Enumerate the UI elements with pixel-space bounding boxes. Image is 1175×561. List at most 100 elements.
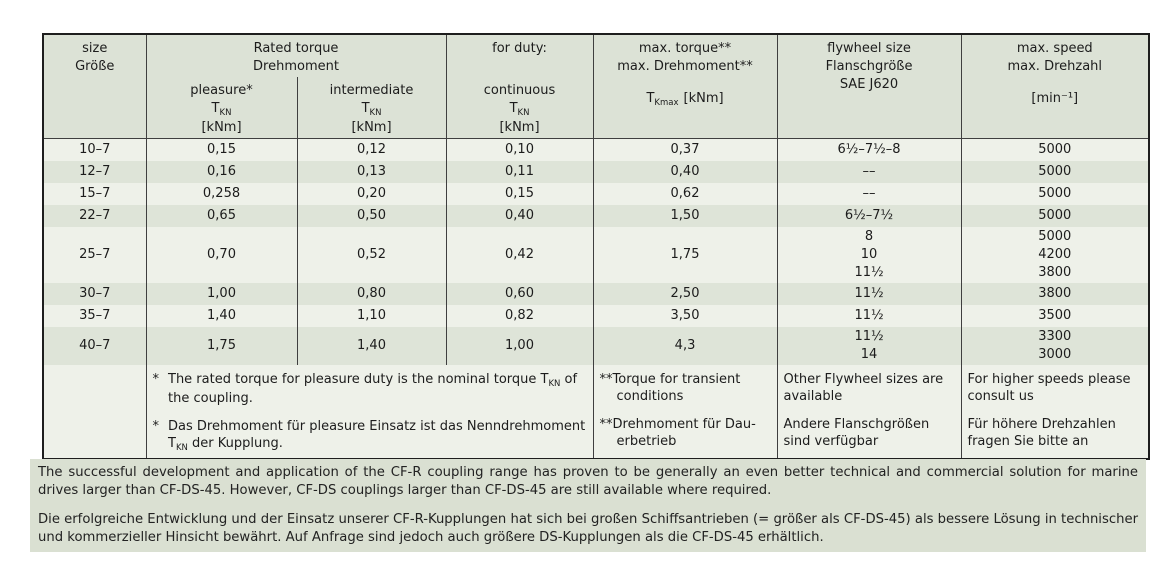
header-pleasure: pleasure* TKN [kNm] xyxy=(145,77,297,139)
cell-max-torque: 0,37 xyxy=(592,138,778,161)
cell-intermediate: 1,40 xyxy=(296,326,447,365)
cell-speed: 5000 xyxy=(960,138,1150,161)
footnote-de: * Das Drehmoment für pleasure Einsatz is… xyxy=(153,418,587,454)
footnotes-row: * The rated torque for pleasure duty is … xyxy=(43,364,1150,459)
cell-max-torque: 0,40 xyxy=(592,160,778,183)
header-max-speed: max. speed max. Drehzahl [min⁻¹] xyxy=(960,34,1150,139)
asterisk-marker: * xyxy=(152,371,160,387)
cell-intermediate: 1,10 xyxy=(296,304,447,327)
cell-pleasure: 0,258 xyxy=(145,182,297,205)
cell-speed: 5000 xyxy=(960,204,1150,227)
footnote-speed-de: Für höhere Drehzahlen fragen Sie bitte a… xyxy=(967,416,1116,449)
cell-pleasure: 0,65 xyxy=(145,204,297,227)
cell-flywheel: 6½–7½–8 xyxy=(776,138,962,161)
footnote-speed-en: For higher speeds please consult us xyxy=(967,371,1131,404)
footnote-de-text: Das Drehmoment für pleasure Einsatz ist … xyxy=(168,418,586,453)
table-row: 15–7 0,258 0,20 0,15 0,62 –– 5000 xyxy=(43,182,1150,205)
cell-max-torque: 0,62 xyxy=(592,182,778,205)
header-max-speed-unit: [min⁻¹] xyxy=(1031,91,1079,106)
cell-size: 22–7 xyxy=(43,204,146,227)
cell-continuous: 0,10 xyxy=(445,138,594,161)
cell-pleasure: 0,15 xyxy=(145,138,297,161)
footnote-en-text: The rated torque for pleasure duty is th… xyxy=(168,371,578,406)
cell-speed: 5000 4200 3800 xyxy=(960,226,1150,283)
cell-intermediate: 0,13 xyxy=(296,160,447,183)
header-max-torque-unit: TKmax [kNm] xyxy=(646,91,724,108)
cell-intermediate: 0,50 xyxy=(296,204,447,227)
coupling-spec-table: size Größe Rated torque Drehmoment for d… xyxy=(42,33,1151,460)
table-row: 35–7 1,40 1,10 0,82 3,50 11½ 3500 xyxy=(43,304,1150,327)
cell-intermediate: 0,12 xyxy=(296,138,447,161)
cell-flywheel: 8 10 11½ xyxy=(776,226,962,283)
footnote-max-torque: **Torque for transient conditions **Dreh… xyxy=(592,364,778,459)
header-max-torque: max. torque** max. Drehmoment** TKmax [kN… xyxy=(592,34,778,139)
cell-pleasure: 0,16 xyxy=(145,160,297,183)
header-for-duty: for duty: xyxy=(445,34,594,77)
header-max-speed-label: max. speed max. Drehzahl xyxy=(1007,41,1103,74)
cell-size: 15–7 xyxy=(43,182,146,205)
table-row: 25–7 0,70 0,52 0,42 1,75 8 10 11½ 5000 4… xyxy=(43,226,1150,283)
cell-size: 30–7 xyxy=(43,282,146,305)
cell-max-torque: 1,75 xyxy=(592,226,778,283)
asterisk-marker: * xyxy=(152,418,160,434)
cell-speed: 3500 xyxy=(960,304,1150,327)
cell-continuous: 0,15 xyxy=(445,182,594,205)
header-max-torque-label: max. torque** max. Drehmoment** xyxy=(617,41,753,74)
cell-pleasure: 1,00 xyxy=(145,282,297,305)
header-row-2: pleasure* TKN [kNm] intermediate TKN [kN… xyxy=(43,77,1149,139)
header-continuous: continuous TKN [kNm] xyxy=(445,77,594,139)
cell-intermediate: 0,20 xyxy=(296,182,447,205)
table-row: 30–7 1,00 0,80 0,60 2,50 11½ 3800 xyxy=(43,282,1150,305)
footnote-rated-torque: * The rated torque for pleasure duty is … xyxy=(145,364,594,459)
footnote-transient-de: **Drehmoment für Dau­erbetrieb xyxy=(599,416,756,449)
footnote-en: * The rated torque for pleasure duty is … xyxy=(153,371,587,407)
header-rated-torque: Rated torque Drehmoment xyxy=(145,34,447,77)
table-row: 12–7 0,16 0,13 0,11 0,40 –– 5000 xyxy=(43,160,1150,183)
cell-flywheel: –– xyxy=(776,160,962,183)
cell-speed: 3800 xyxy=(960,282,1150,305)
cell-size: 40–7 xyxy=(43,326,146,365)
cell-pleasure: 1,40 xyxy=(145,304,297,327)
footnote-flywheel-en: Other Flywheel sizes are available xyxy=(783,371,944,404)
cell-intermediate: 0,52 xyxy=(296,226,447,283)
cell-max-torque: 2,50 xyxy=(592,282,778,305)
footer-text-block: The successful development and applicati… xyxy=(30,459,1146,552)
table-row: 10–7 0,15 0,12 0,10 0,37 6½–7½–8 5000 xyxy=(43,138,1150,161)
table-row: 22–7 0,65 0,50 0,40 1,50 6½–7½ 5000 xyxy=(43,204,1150,227)
cell-continuous: 0,82 xyxy=(445,304,594,327)
cell-max-torque: 3,50 xyxy=(592,304,778,327)
cell-speed: 5000 xyxy=(960,160,1150,183)
cell-continuous: 0,60 xyxy=(445,282,594,305)
cell-continuous: 0,11 xyxy=(445,160,594,183)
footnote-empty-cell xyxy=(43,364,146,459)
cell-flywheel: 11½ xyxy=(776,282,962,305)
cell-flywheel: –– xyxy=(776,182,962,205)
cell-intermediate: 0,80 xyxy=(296,282,447,305)
header-row-1: size Größe Rated torque Drehmoment for d… xyxy=(43,34,1150,139)
footnote-speed: For higher speeds please consult us Für … xyxy=(960,364,1150,459)
footnote-flywheel-de: Andere Flanschgrößen sind verfügbar xyxy=(783,416,930,449)
footnote-transient-en: **Torque for transient conditions xyxy=(599,371,741,404)
footer-paragraph-en: The successful development and applicati… xyxy=(38,465,1138,498)
header-intermediate: intermediate TKN [kNm] xyxy=(296,77,447,139)
cell-max-torque: 4,3 xyxy=(592,326,778,365)
cell-flywheel: 11½ 14 xyxy=(776,326,962,365)
cell-continuous: 0,42 xyxy=(445,226,594,283)
cell-flywheel: 6½–7½ xyxy=(776,204,962,227)
cell-flywheel: 11½ xyxy=(776,304,962,327)
footnote-flywheel: Other Flywheel sizes are available Ander… xyxy=(776,364,962,459)
footer-paragraph-de: Die erfolgreiche Entwicklung und der Ein… xyxy=(38,512,1138,545)
cell-pleasure: 1,75 xyxy=(145,326,297,365)
cell-continuous: 0,40 xyxy=(445,204,594,227)
header-size: size Größe xyxy=(43,34,146,139)
cell-max-torque: 1,50 xyxy=(592,204,778,227)
cell-speed: 3300 3000 xyxy=(960,326,1150,365)
cell-size: 10–7 xyxy=(43,138,146,161)
cell-speed: 5000 xyxy=(960,182,1150,205)
table-row: 40–7 1,75 1,40 1,00 4,3 11½ 14 3300 3000 xyxy=(43,326,1150,365)
cell-size: 35–7 xyxy=(43,304,146,327)
header-flywheel-size: flywheel size Flanschgröße SAE J620 xyxy=(776,34,962,139)
cell-continuous: 1,00 xyxy=(445,326,594,365)
cell-size: 25–7 xyxy=(43,226,146,283)
